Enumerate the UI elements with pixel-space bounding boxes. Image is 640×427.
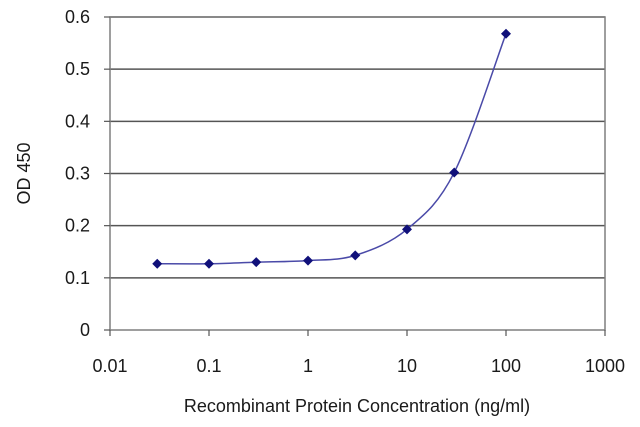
x-tick-label: 0.1	[196, 356, 221, 376]
data-point-marker	[204, 258, 214, 269]
y-tick-label: 0.1	[65, 268, 90, 288]
y-tick-label: 0.6	[65, 7, 90, 27]
y-axis-ticks: 0 0.1 0.2 0.3 0.4 0.5 0.6	[65, 7, 110, 340]
y-tick-label: 0.5	[65, 59, 90, 79]
data-point-marker	[449, 167, 460, 178]
x-axis-title: Recombinant Protein Concentration (ng/ml…	[184, 396, 530, 416]
data-point-marker	[402, 224, 412, 235]
y-tick-label: 0.2	[65, 216, 90, 236]
data-point-marker	[251, 257, 262, 268]
y-tick-label: 0.3	[65, 164, 90, 184]
data-point-marker	[501, 28, 511, 39]
data-point-marker	[152, 258, 163, 269]
x-tick-label: 1000	[585, 356, 625, 376]
x-tick-label: 10	[397, 356, 417, 376]
y-tick-label: 0	[80, 320, 90, 340]
y-tick-label: 0.4	[65, 111, 90, 131]
series-line	[157, 33, 507, 265]
grid-layer	[110, 16, 605, 279]
x-axis-ticks: 0.01 0.1 1 10 100 1000	[92, 330, 625, 376]
data-point-marker	[303, 255, 313, 266]
x-tick-label: 0.01	[92, 356, 127, 376]
x-tick-label: 100	[491, 356, 521, 376]
data-point-marker	[350, 250, 361, 261]
y-axis-title: OD 450	[14, 142, 34, 204]
x-tick-label: 1	[303, 356, 313, 376]
series-layer	[152, 28, 511, 269]
